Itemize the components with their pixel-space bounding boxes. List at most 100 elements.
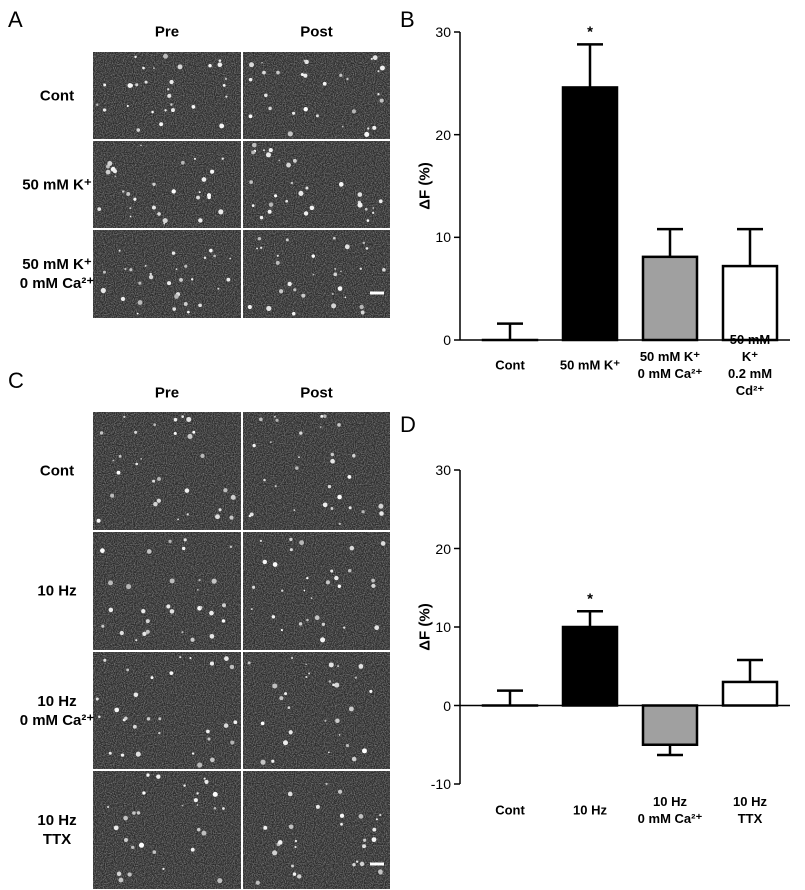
x-tick-label: 10 Hz 0 mM Ca²⁺ (637, 794, 703, 826)
puncta (371, 578, 375, 583)
puncta (144, 264, 147, 267)
puncta (187, 310, 190, 314)
puncta (375, 818, 378, 821)
puncta (190, 637, 195, 642)
puncta (287, 281, 292, 287)
puncta (126, 192, 131, 196)
puncta (250, 608, 253, 611)
puncta (298, 190, 304, 196)
puncta (272, 850, 278, 856)
puncta (249, 512, 254, 517)
puncta (199, 606, 203, 609)
puncta (288, 824, 294, 830)
y-tick-label: 20 (435, 540, 451, 557)
bar (561, 86, 619, 342)
puncta (97, 207, 102, 212)
puncta (271, 759, 275, 763)
puncta (222, 84, 226, 87)
puncta (140, 144, 142, 147)
puncta (204, 779, 209, 784)
puncta (372, 207, 375, 209)
puncta (229, 664, 235, 670)
puncta (367, 127, 370, 130)
puncta (229, 257, 231, 260)
puncta (186, 416, 192, 422)
puncta (314, 615, 320, 621)
puncta (114, 707, 120, 713)
puncta (167, 93, 172, 98)
puncta (144, 80, 148, 84)
puncta (196, 804, 199, 806)
puncta (197, 589, 199, 591)
puncta (162, 867, 165, 870)
puncta (153, 67, 155, 70)
puncta (378, 199, 383, 204)
puncta (339, 813, 345, 818)
puncta (349, 545, 355, 551)
puncta (297, 874, 302, 879)
puncta (158, 717, 162, 721)
y-axis-label: ΔF (%) (416, 162, 434, 210)
puncta (151, 205, 156, 210)
puncta (247, 661, 251, 665)
puncta (141, 609, 146, 614)
puncta (118, 454, 122, 458)
puncta (358, 814, 364, 819)
puncta (179, 277, 183, 282)
puncta (293, 288, 297, 292)
puncta (291, 311, 296, 316)
puncta (169, 578, 175, 584)
column-header: Post (300, 384, 333, 402)
puncta (359, 304, 364, 310)
puncta (140, 457, 142, 460)
puncta (218, 508, 222, 512)
puncta (260, 721, 265, 726)
bar (561, 625, 619, 707)
puncta (251, 142, 257, 148)
puncta (305, 675, 308, 678)
puncta (221, 157, 224, 160)
puncta (213, 254, 216, 258)
y-tick-label: 10 (435, 619, 451, 635)
puncta (127, 83, 133, 88)
puncta (347, 474, 352, 479)
puncta (337, 423, 341, 427)
puncta (201, 830, 207, 836)
puncta (340, 822, 343, 826)
puncta (131, 845, 135, 849)
puncta (360, 310, 365, 315)
puncta (372, 55, 378, 61)
puncta (221, 619, 226, 623)
puncta (217, 287, 220, 290)
puncta (221, 603, 227, 608)
puncta (303, 107, 308, 112)
puncta (135, 751, 141, 757)
puncta (186, 513, 189, 516)
puncta (157, 476, 161, 481)
puncta (269, 441, 272, 444)
puncta (142, 631, 147, 636)
puncta (328, 680, 332, 683)
puncta (266, 305, 272, 312)
x-tick-label: 10 Hz (573, 802, 607, 818)
x-tick-label: 50 mM K⁺ 0 mM Ca²⁺ (637, 349, 703, 381)
puncta (122, 190, 125, 193)
puncta (196, 827, 201, 832)
puncta (133, 692, 139, 698)
puncta (284, 692, 288, 696)
row-label: 10 Hz 0 mM Ca²⁺ (19, 692, 95, 729)
puncta (285, 199, 289, 203)
puncta (112, 169, 118, 174)
puncta (347, 568, 352, 573)
y-tick-label: 30 (435, 24, 451, 40)
puncta (229, 515, 234, 520)
puncta (203, 256, 207, 260)
puncta (351, 109, 357, 114)
puncta (183, 302, 188, 306)
puncta (219, 123, 225, 129)
puncta (366, 219, 370, 222)
puncta (294, 839, 298, 843)
puncta (96, 103, 99, 106)
puncta (289, 548, 293, 552)
micrograph-noise (93, 141, 241, 228)
